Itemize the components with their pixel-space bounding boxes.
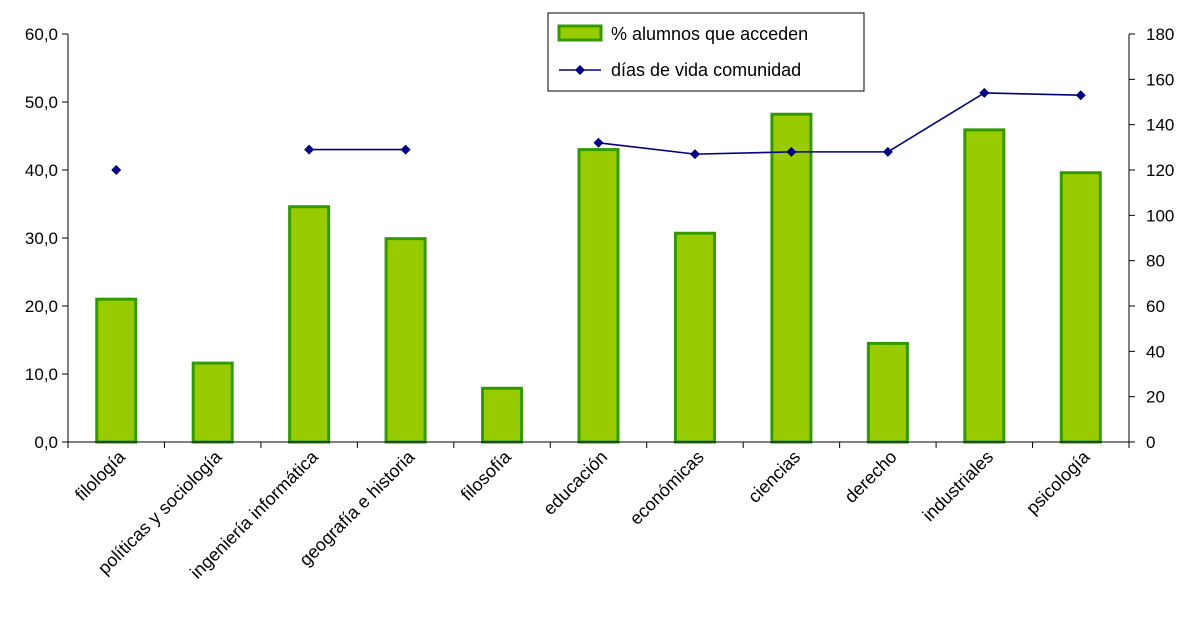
line-marker [882,146,893,157]
left-tick-label: 50,0 [25,93,58,112]
bar-series [95,112,1102,444]
bar [963,128,1006,444]
category-label: ciencias [744,447,804,507]
line-marker [304,144,315,155]
category-label: psicología [1022,446,1094,518]
bar [673,231,716,444]
right-tick-label: 0 [1146,433,1155,452]
left-tick-label: 30,0 [25,229,58,248]
category-label: industriales [919,447,998,526]
category-label: económicas [626,447,708,529]
line-segment [598,92,1081,155]
bar [288,205,331,444]
line-marker [400,144,411,155]
bar [866,341,909,444]
left-tick-label: 60,0 [25,25,58,44]
right-tick-label: 140 [1146,116,1174,135]
bar [481,386,524,444]
line-marker [689,149,700,160]
left-tick-label: 40,0 [25,161,58,180]
category-label: educación [539,447,611,519]
legend-label-bars: % alumnos que acceden [611,24,808,44]
bar [1059,171,1102,444]
category-label: filosofía [457,446,516,505]
right-tick-label: 160 [1146,70,1174,89]
right-tick-label: 40 [1146,342,1165,361]
bar [577,148,620,444]
line-marker [111,165,122,175]
right-tick-label: 100 [1146,206,1174,225]
line-marker [979,87,990,98]
legend: % alumnos que acceden días de vida comun… [547,12,865,92]
legend-label-line: días de vida comunidad [611,60,801,80]
bar [384,237,427,444]
category-label: derecho [841,447,901,507]
category-label: filología [71,446,130,505]
legend-marker-diamond [575,65,585,75]
line-marker [786,146,797,157]
bar [95,297,138,444]
bar [191,361,234,444]
left-tick-label: 20,0 [25,297,58,316]
axes: 0,0 10,0 20,0 30,0 40,0 50,0 60,0 0 20 40 60 80 100 1… [25,25,1174,452]
right-tick-label: 180 [1146,25,1174,44]
right-tick-label: 20 [1146,388,1165,407]
left-tick-label: 10,0 [25,365,58,384]
right-tick-label: 120 [1146,161,1174,180]
line-marker [593,137,604,148]
line-marker [1075,90,1086,101]
legend-swatch-bars [557,24,603,42]
line-series [111,87,1086,175]
right-tick-label: 80 [1146,252,1165,271]
left-tick-label: 0,0 [34,433,58,452]
bar [770,112,813,444]
right-tick-label: 60 [1146,297,1165,316]
